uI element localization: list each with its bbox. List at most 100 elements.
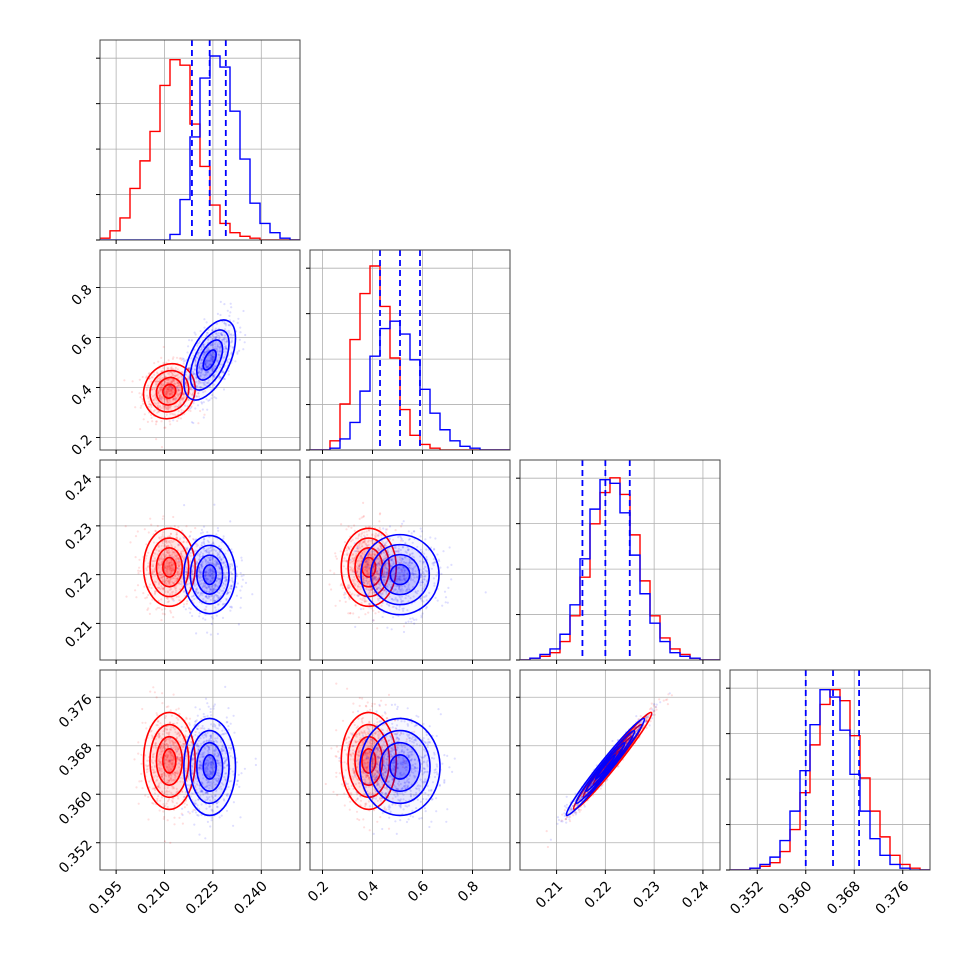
scatter-point: [145, 567, 148, 570]
scatter-point: [342, 565, 345, 568]
scatter-point: [398, 579, 401, 582]
scatter-point: [391, 558, 394, 561]
scatter-point: [400, 525, 403, 528]
scatter-point: [152, 559, 155, 563]
scatter-point: [169, 385, 172, 388]
scatter-point: [368, 552, 371, 555]
scatter-point: [395, 566, 398, 570]
scatter-point: [391, 569, 395, 572]
scatter-point: [169, 756, 172, 759]
scatter-point: [382, 570, 386, 573]
scatter-point: [167, 745, 170, 748]
scatter-point: [212, 374, 215, 377]
scatter-point: [208, 360, 211, 363]
scatter-point: [224, 564, 227, 567]
scatter-point: [377, 599, 380, 602]
scatter-point: [370, 550, 373, 553]
contour-0: [155, 547, 184, 588]
panel-frame: [309, 459, 511, 661]
scatter-point: [162, 553, 165, 556]
scatter-point: [150, 388, 153, 391]
scatter-point: [159, 405, 162, 408]
scatter-point: [195, 376, 198, 379]
scatter-point: [162, 535, 165, 538]
scatter-point: [185, 771, 188, 775]
scatter-point: [175, 533, 178, 536]
scatter-point: [200, 402, 204, 405]
scatter-point: [194, 784, 197, 788]
scatter-point: [362, 540, 366, 543]
scatter-point: [208, 359, 211, 362]
scatter-point: [371, 575, 374, 578]
scatter-point: [147, 405, 151, 409]
scatter-point: [378, 561, 381, 565]
scatter-point: [191, 735, 194, 738]
scatter-point: [173, 805, 176, 808]
scatter-point: [146, 768, 149, 771]
scatter-point: [419, 527, 422, 530]
scatter-point: [218, 556, 221, 559]
scatter-point: [352, 612, 355, 615]
scatter-point: [177, 395, 180, 398]
scatter-point: [376, 547, 379, 550]
scatter-point: [198, 364, 201, 367]
scatter-point: [430, 567, 433, 570]
scatter-point: [207, 379, 210, 382]
density-fill-0: [156, 377, 183, 405]
scatter-point: [190, 377, 193, 380]
scatter-point: [165, 582, 168, 585]
scatter-point: [431, 562, 434, 565]
scatter-point: [167, 770, 170, 773]
scatter-point: [367, 556, 370, 559]
scatter-point: [422, 560, 425, 564]
scatter-point: [171, 386, 174, 389]
scatter-point: [359, 562, 362, 566]
scatter-point: [383, 551, 386, 554]
scatter-point: [159, 767, 162, 770]
scatter-point: [196, 404, 200, 407]
scatter-point: [170, 381, 173, 384]
scatter-point: [353, 575, 356, 579]
scatter-point: [156, 553, 159, 556]
scatter-point: [171, 397, 175, 400]
scatter-point: [174, 374, 177, 378]
scatter-point: [411, 572, 414, 575]
scatter-point: [217, 553, 220, 556]
scatter-point: [160, 775, 163, 778]
scatter-point: [178, 816, 181, 819]
scatter-point: [168, 405, 171, 408]
scatter-point: [189, 559, 192, 563]
scatter-point: [162, 575, 165, 578]
scatter-point: [368, 580, 371, 583]
scatter-point: [224, 337, 227, 340]
scatter-point: [366, 573, 369, 576]
scatter-point: [375, 571, 378, 574]
scatter-point: [239, 589, 242, 592]
scatter-point: [210, 368, 213, 371]
scatter-point: [168, 550, 171, 554]
scatter-point: [177, 558, 180, 561]
scatter-point: [187, 575, 190, 578]
scatter-point: [154, 423, 158, 426]
scatter-point: [207, 581, 210, 584]
scatter-point: [155, 420, 158, 423]
scatter-point: [147, 564, 150, 568]
scatter-point: [206, 331, 209, 335]
density-fill-0: [361, 557, 376, 578]
scatter-point: [209, 335, 212, 338]
scatter-point: [371, 552, 374, 556]
scatter-point: [209, 363, 212, 366]
scatter-point: [182, 401, 185, 404]
scatter-point: [205, 735, 208, 738]
scatter-point: [167, 744, 170, 747]
scatter-point: [161, 586, 164, 589]
scatter-point: [194, 364, 197, 367]
scatter-point: [363, 599, 366, 602]
scatter-point: [353, 558, 356, 561]
scatter-point: [232, 568, 235, 571]
scatter-point: [230, 334, 233, 337]
scatter-point: [167, 580, 170, 583]
scatter-point: [167, 600, 170, 603]
scatter-point: [157, 410, 160, 413]
scatter-point: [164, 743, 167, 746]
